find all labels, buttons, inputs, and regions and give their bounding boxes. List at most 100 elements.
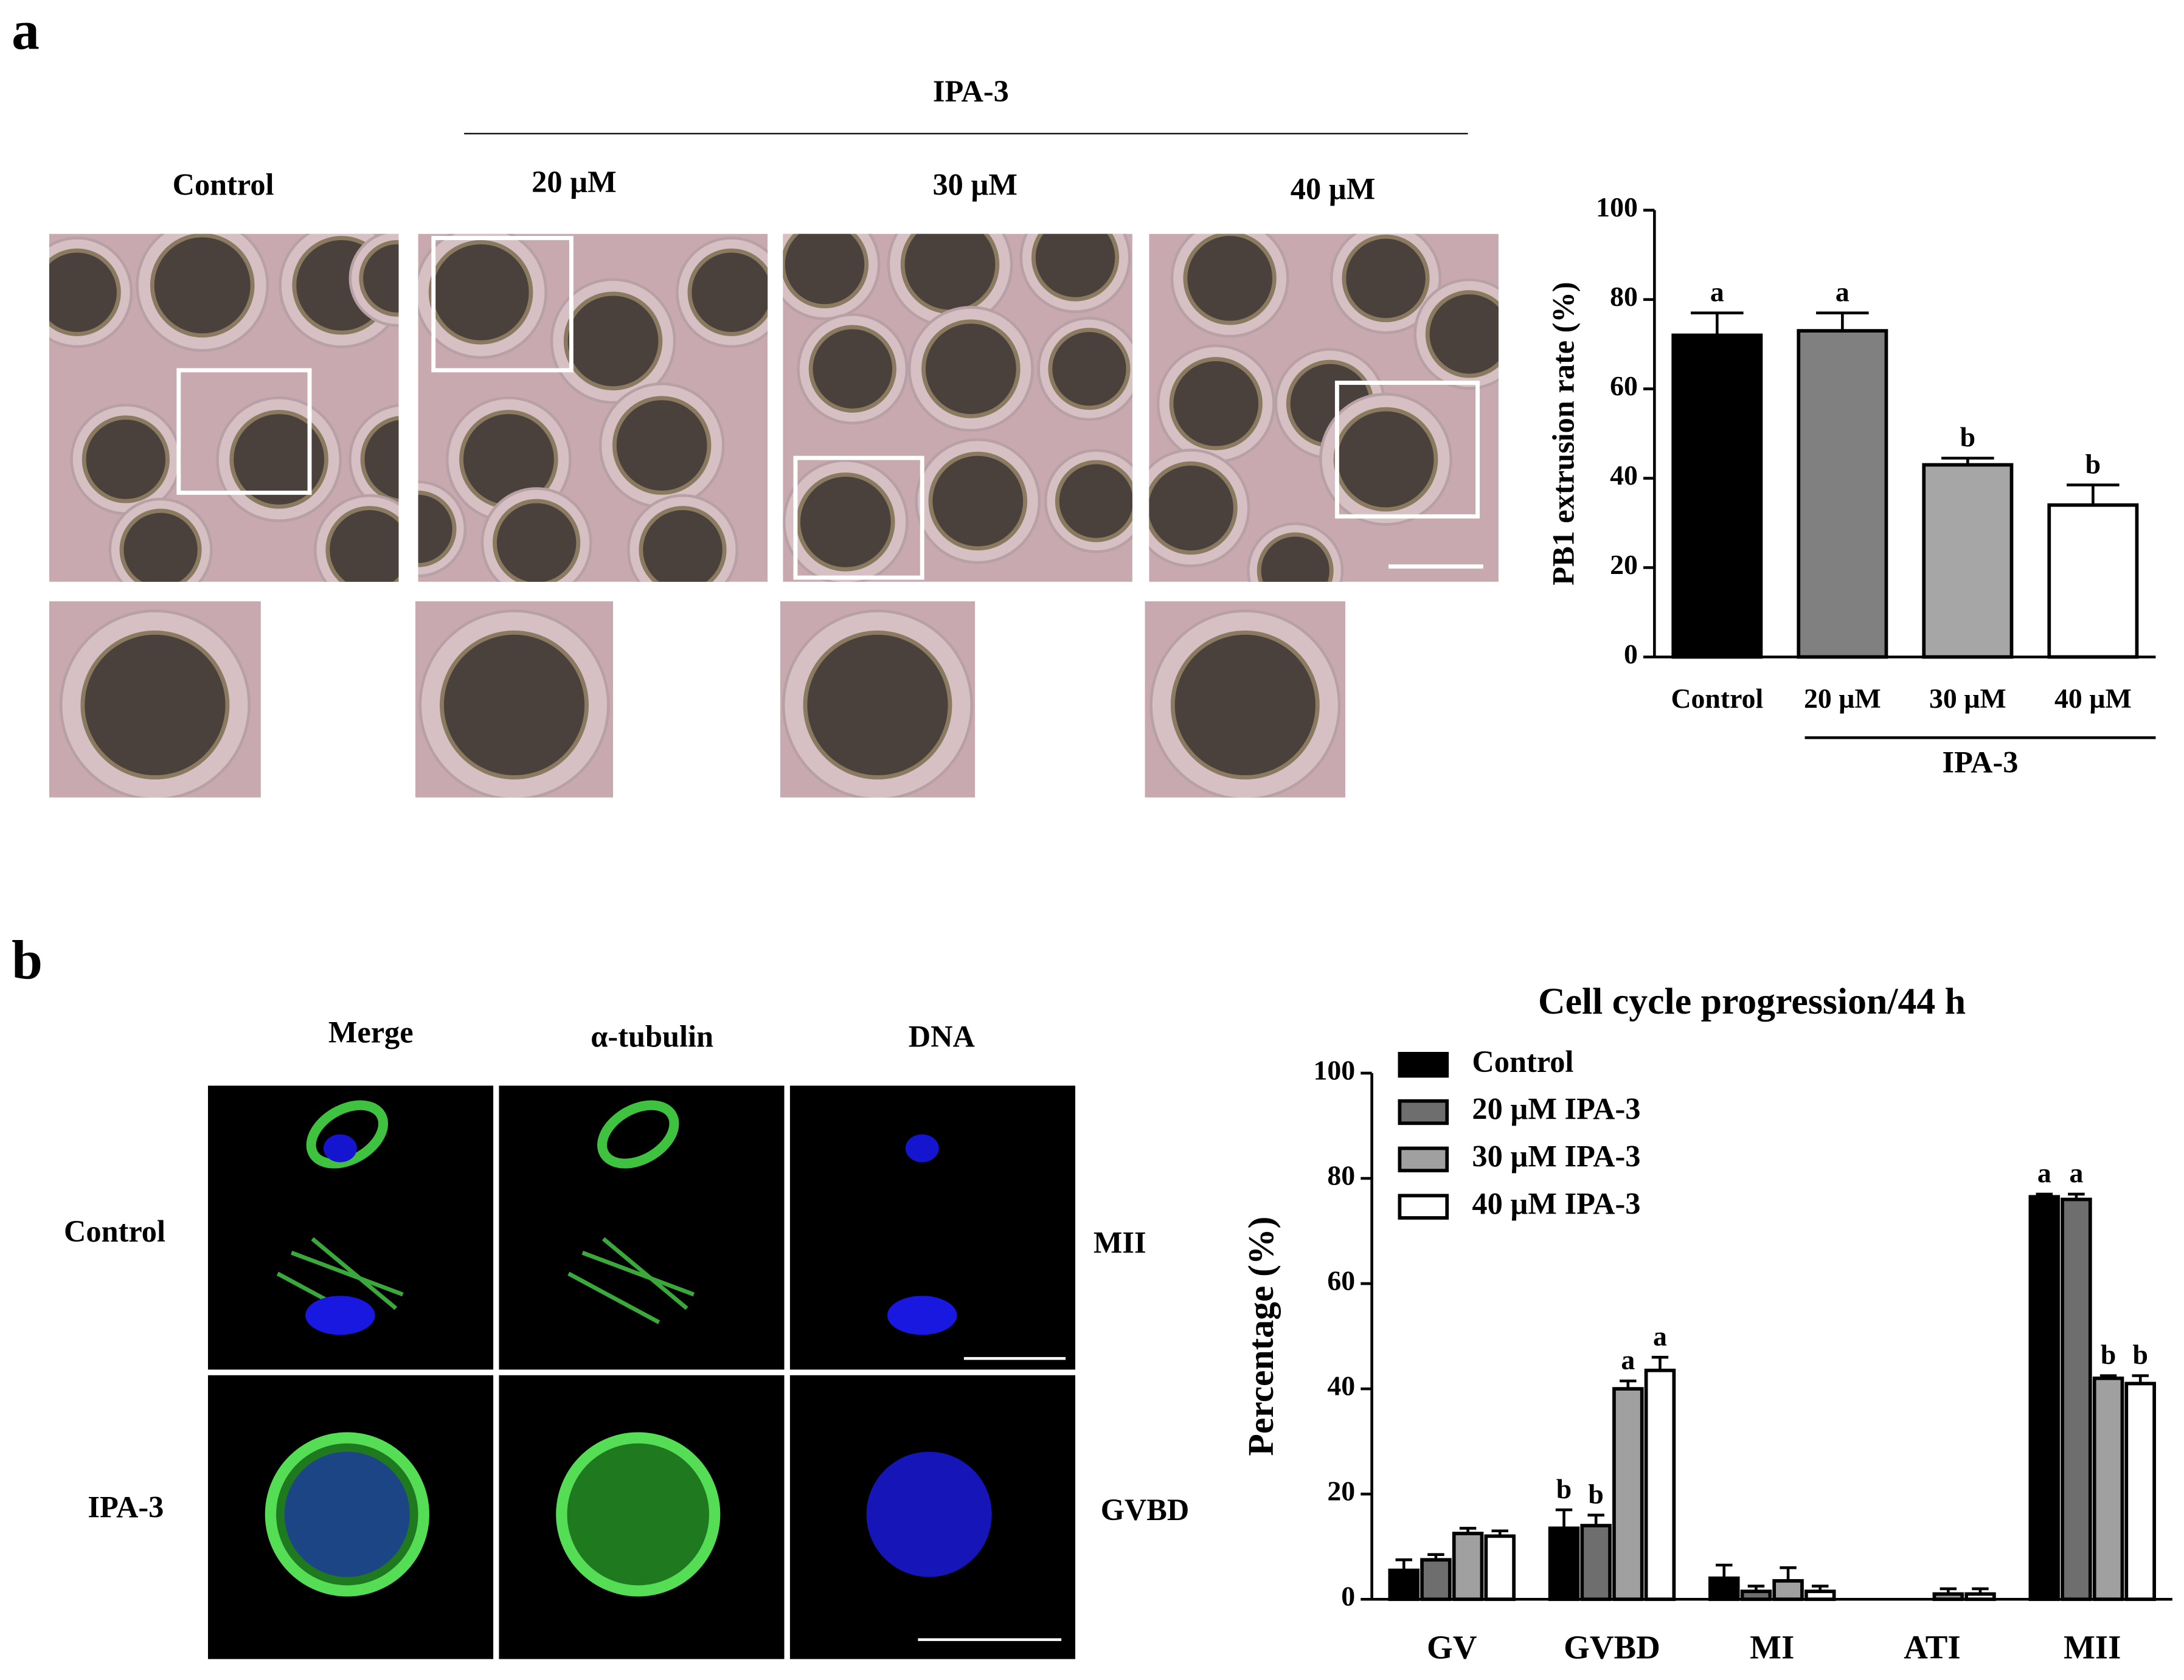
bar	[2028, 1195, 2061, 1602]
image-panel	[207, 1375, 494, 1659]
column-label: 20 µM	[532, 165, 617, 199]
bar	[1772, 1579, 1804, 1602]
oocyte	[687, 248, 768, 336]
bar	[1797, 329, 1888, 659]
x-tick-label: 30 µM	[1929, 683, 2006, 714]
legend-swatch	[1398, 1099, 1449, 1125]
significance-label: a	[1653, 1321, 1667, 1352]
error-bar	[1395, 1558, 1413, 1571]
oocyte	[1055, 460, 1132, 542]
bar	[2047, 503, 2139, 659]
oocyte	[1149, 461, 1238, 555]
significance-label: a	[1710, 276, 1724, 307]
legend-label: 20 µM IPA-3	[1472, 1092, 1640, 1126]
column-label: 30 µM	[932, 168, 1017, 202]
image-panel	[789, 1085, 1076, 1370]
row-label: IPA-3	[88, 1490, 164, 1524]
y-tick-label: 40	[1327, 1371, 1355, 1402]
x-tick-label: MI	[1750, 1629, 1794, 1666]
y-tick-label: 20	[1610, 549, 1638, 580]
y-tick-label: 80	[1610, 281, 1638, 312]
significance-label: b	[2133, 1339, 2148, 1370]
chromatin	[887, 1296, 957, 1335]
zoom-box	[1334, 381, 1480, 519]
zoom-box	[176, 368, 312, 495]
significance-label: a	[2069, 1158, 2083, 1189]
significance-label: b	[1588, 1479, 1603, 1510]
oocyte	[440, 630, 589, 780]
error-bar	[1427, 1553, 1444, 1560]
panel-label: b	[12, 929, 43, 991]
oocyte	[1425, 290, 1499, 378]
bar	[1452, 1532, 1484, 1602]
image-panel	[418, 233, 768, 582]
oocyte	[796, 472, 895, 572]
image-panel	[499, 1375, 785, 1659]
error-bar	[1941, 457, 1994, 465]
group-label: IPA-3	[933, 74, 1009, 108]
error-bar	[1491, 1529, 1508, 1537]
image-background	[499, 1085, 785, 1370]
row-label: Control	[64, 1214, 165, 1248]
oocyte	[229, 410, 328, 509]
y-axis-label: PB1 extrusion rate (%)	[1547, 282, 1581, 585]
error-bar	[1811, 1585, 1829, 1592]
oocyte	[119, 508, 202, 582]
oocyte	[1169, 357, 1263, 451]
error-bar	[2099, 1374, 2117, 1378]
bar	[2061, 1197, 2092, 1602]
oocyte	[612, 396, 712, 495]
column-label: 40 µM	[1291, 171, 1376, 206]
oocyte	[81, 415, 170, 503]
chromatin	[305, 1296, 375, 1335]
group-label: IPA-3	[1942, 745, 2018, 780]
oocyte	[428, 240, 533, 345]
oocyte	[493, 499, 581, 582]
y-tick-label: 100	[1313, 1054, 1355, 1085]
error-bar	[2068, 1192, 2085, 1200]
error-bar	[1555, 1508, 1573, 1529]
bar	[2092, 1376, 2124, 1602]
column-label: Control	[173, 168, 274, 202]
stage-label: MII	[1094, 1225, 1146, 1259]
image-panel	[499, 1085, 785, 1370]
oocyte	[563, 291, 663, 391]
error-bar	[1459, 1527, 1477, 1534]
chromatin	[323, 1134, 357, 1163]
spindle	[556, 1432, 721, 1597]
error-bar	[1620, 1379, 1637, 1389]
legend-swatch	[1398, 1194, 1449, 1220]
bar	[1388, 1568, 1420, 1602]
y-tick-label: 0	[1341, 1581, 1355, 1612]
bar	[1932, 1592, 1964, 1602]
oocyte	[1342, 234, 1430, 322]
significance-label: a	[1836, 276, 1849, 307]
error-bar	[1816, 311, 1869, 331]
panel-label: a	[12, 0, 40, 61]
error-bar	[1780, 1566, 1797, 1581]
error-bar	[1940, 1587, 1957, 1594]
y-tick-label: 100	[1596, 192, 1638, 223]
oocyte	[80, 630, 230, 780]
oocyte	[325, 506, 399, 582]
bar	[1671, 333, 1763, 659]
oocyte	[1257, 532, 1334, 582]
oocyte	[639, 506, 727, 582]
bar	[2124, 1381, 2156, 1602]
error-bar	[1651, 1355, 1669, 1371]
image-panel	[1149, 233, 1499, 582]
image-panel	[789, 1375, 1076, 1659]
y-axis-label: Percentage (%)	[1241, 1217, 1281, 1456]
x-tick-label: GVBD	[1564, 1629, 1660, 1666]
error-bar	[1747, 1585, 1765, 1592]
oocyte	[1031, 233, 1120, 302]
x-tick-label: MII	[2064, 1629, 2121, 1666]
oocyte	[49, 248, 121, 336]
significance-label: b	[2085, 448, 2101, 479]
error-bar	[1716, 1563, 1733, 1578]
oocyte	[803, 630, 952, 780]
oocyte	[1048, 328, 1131, 410]
image-panel	[49, 601, 261, 798]
y-tick-label: 60	[1327, 1265, 1355, 1296]
